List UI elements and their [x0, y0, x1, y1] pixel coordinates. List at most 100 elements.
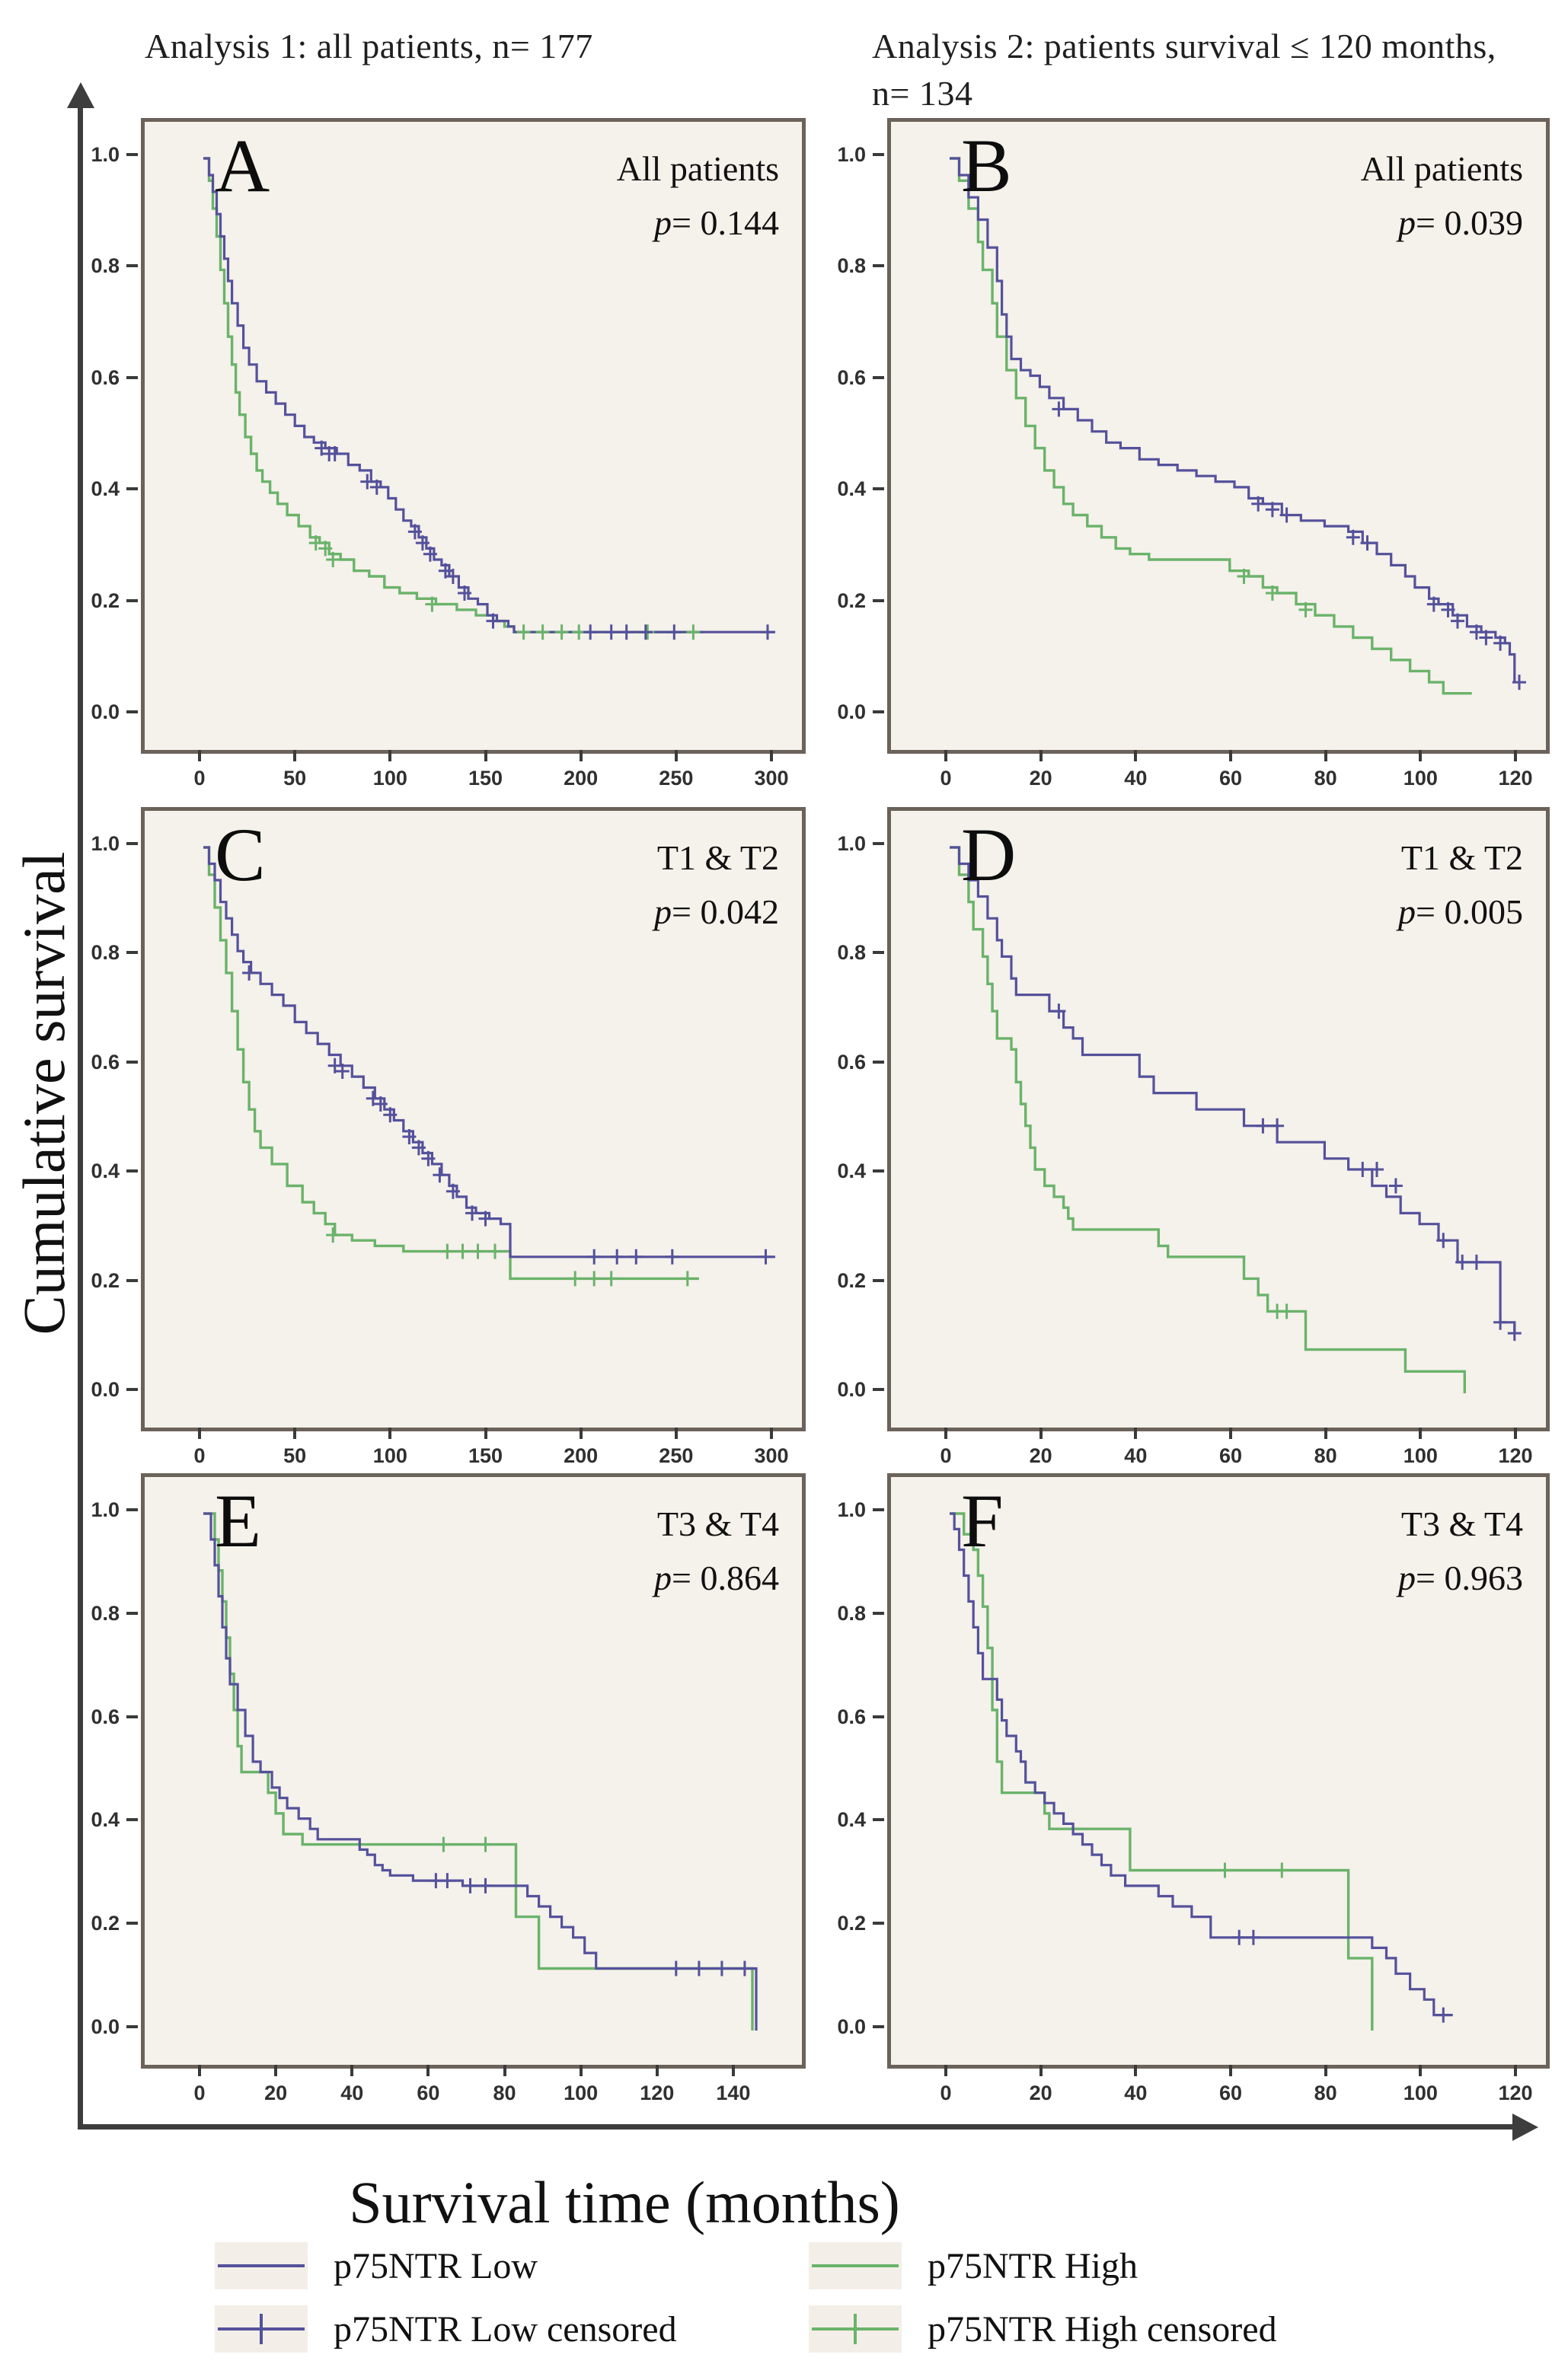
panel-c: C T1 & T2 p= 0.042 — [141, 807, 806, 1431]
censor-mark-icon — [465, 1205, 479, 1221]
legend-item-high-censored: p75NTR High censored — [809, 2305, 1277, 2353]
censor-mark-icon — [318, 541, 333, 557]
x-tick-label: 20 — [1029, 1444, 1052, 1467]
censor-mark-icon — [1436, 2007, 1451, 2023]
p-value: p= 0.042 — [654, 892, 779, 932]
censor-mark-icon — [440, 1243, 455, 1259]
x-tick-label: 300 — [754, 1444, 789, 1467]
y-tick-mark — [873, 264, 884, 268]
censor-mark-icon — [327, 1058, 342, 1074]
x-tick-mark — [1229, 750, 1232, 761]
x-tick-label: 250 — [659, 767, 694, 790]
censor-mark-icon — [554, 624, 569, 640]
y-tick-label: 0.4 — [91, 477, 120, 501]
censor-mark-icon — [1275, 1862, 1289, 1878]
x-tick-mark — [484, 1428, 487, 1439]
censor-mark-icon — [326, 552, 340, 567]
censor-mark-icon — [669, 1960, 683, 1976]
y-tick-label: 0.6 — [837, 1050, 866, 1074]
x-tick-mark — [1419, 2065, 1423, 2076]
y-tick-label: 0.2 — [91, 1912, 120, 1935]
y-tick-label: 0.4 — [837, 1808, 866, 1832]
censor-mark-icon — [1455, 1254, 1470, 1270]
x-tick-label: 150 — [468, 1444, 503, 1467]
censor-mark-icon — [1265, 585, 1279, 601]
censor-mark-icon — [326, 1227, 340, 1243]
y-tick-mark — [126, 1508, 138, 1511]
panel-d: D T1 & T2 p= 0.005 — [887, 807, 1550, 1431]
censor-mark-icon — [665, 1249, 679, 1265]
p-value: p= 0.864 — [654, 1558, 779, 1598]
censor-mark-icon — [1493, 1314, 1508, 1330]
censor-mark-icon — [1265, 502, 1279, 518]
x-tick-mark — [426, 2065, 430, 2076]
group-label: T1 & T2 — [1400, 838, 1523, 877]
x-tick-label: 20 — [1029, 2082, 1052, 2104]
y-tick-mark — [873, 2025, 884, 2028]
censor-mark-icon — [619, 624, 634, 640]
censor-mark-icon — [535, 624, 550, 640]
x-tick-label: 20 — [1029, 767, 1052, 790]
x-tick-label: 140 — [716, 2082, 751, 2104]
censor-mark-icon — [335, 1064, 350, 1079]
x-tick-label: 60 — [1218, 1444, 1243, 1467]
x-axis-ticks: 0 20 40 60 80 100 120 140 — [141, 2065, 806, 2115]
censor-mark-icon — [433, 1167, 447, 1183]
survival-curve — [203, 1512, 754, 2031]
x-tick-mark — [388, 750, 392, 761]
group-label: All patients — [616, 149, 779, 188]
legend-label: p75NTR Low — [334, 2245, 538, 2286]
x-tick-label: 50 — [283, 1444, 307, 1467]
x-tick-label: 80 — [1314, 2082, 1337, 2104]
y-tick-label: 0.4 — [91, 1808, 120, 1832]
y-axis-ticks: 1.0 0.8 0.6 0.4 0.2 0.0 — [75, 118, 138, 746]
x-tick-label: 80 — [1314, 767, 1337, 790]
y-tick-label: 0.6 — [91, 365, 120, 389]
censor-mark-icon — [1356, 1162, 1370, 1177]
legend-swatch-low-line-icon — [215, 2242, 308, 2289]
y-tick-mark — [126, 1922, 138, 1925]
censor-mark-icon — [478, 1836, 493, 1852]
y-tick-mark — [126, 710, 138, 713]
censor-mark-icon — [1298, 601, 1313, 617]
panel-annotation: T3 & T4 p= 0.963 — [1398, 1497, 1523, 1606]
panel-d-survival-curves — [950, 846, 1522, 1393]
y-tick-mark — [126, 1060, 138, 1064]
censor-mark-icon — [407, 524, 422, 540]
x-axis-line — [78, 2124, 1517, 2130]
y-tick-label: 0.4 — [837, 1160, 866, 1183]
x-tick-label: 50 — [283, 767, 307, 790]
y-tick-mark — [873, 1060, 884, 1064]
panel-a: A All patients p= 0.144 — [141, 118, 806, 754]
survival-curve — [950, 846, 1466, 1393]
y-tick-mark — [873, 842, 884, 845]
x-axis-ticks: 0 50 100 150 200 250 300 — [141, 750, 806, 800]
x-tick-label: 60 — [1218, 2082, 1243, 2104]
x-axis-ticks: 0 20 40 60 80 100 120 — [887, 750, 1550, 800]
survival-curve — [950, 846, 1516, 1334]
censor-mark-icon — [445, 1183, 460, 1199]
censor-mark-icon — [1469, 624, 1483, 640]
x-tick-mark — [388, 1428, 392, 1439]
panel-letter: E — [215, 1479, 262, 1563]
x-tick-label: 150 — [468, 767, 503, 790]
legend-label: p75NTR Low censored — [334, 2308, 677, 2350]
x-tick-mark — [198, 1428, 201, 1439]
censor-mark-icon — [1052, 1003, 1066, 1019]
survival-curve — [203, 1512, 758, 2031]
censor-mark-icon — [758, 1249, 773, 1265]
censor-mark-icon — [488, 1243, 502, 1259]
x-tick-label: 100 — [1403, 1444, 1438, 1467]
y-axis-ticks: 1.0 0.8 0.6 0.4 0.2 0.0 — [75, 807, 138, 1424]
y-tick-mark — [873, 598, 884, 602]
y-tick-label: 1.0 — [91, 832, 120, 855]
y-tick-label: 0.8 — [91, 941, 120, 965]
censor-mark-icon — [1256, 1118, 1270, 1134]
x-tick-mark — [1134, 750, 1138, 761]
censor-mark-icon — [604, 624, 618, 640]
y-tick-mark — [873, 1508, 884, 1511]
censor-mark-icon — [1507, 1326, 1522, 1342]
y-tick-label: 0.2 — [837, 1912, 866, 1935]
y-tick-label: 0.0 — [91, 2015, 120, 2038]
x-tick-mark — [1514, 750, 1517, 761]
